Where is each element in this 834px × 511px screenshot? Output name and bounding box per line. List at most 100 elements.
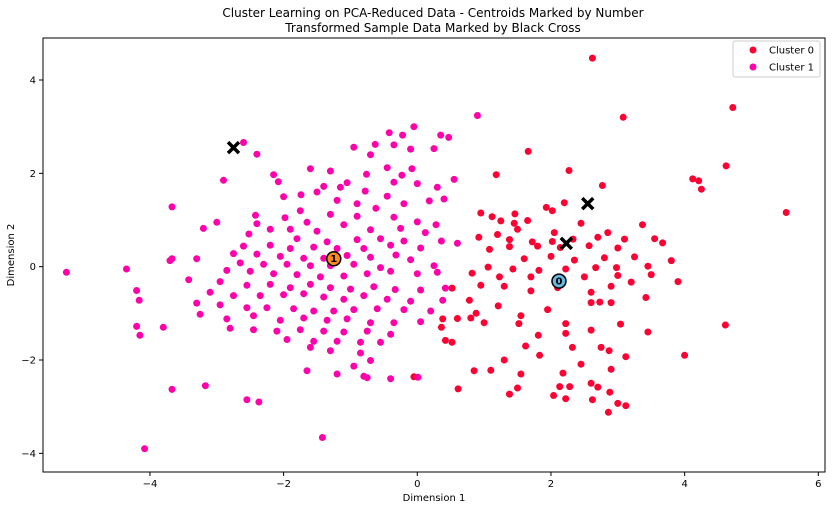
cluster-1-point — [286, 225, 294, 233]
cluster-0-point — [517, 312, 525, 320]
cluster-0-point — [721, 321, 729, 329]
cluster-0-point — [619, 113, 627, 121]
cluster-0-point — [548, 238, 556, 245]
cluster-1-point — [323, 238, 331, 246]
cluster-1-point — [266, 280, 274, 288]
cluster-1-point — [276, 252, 284, 260]
cluster-0-point — [497, 217, 505, 225]
cluster-0-point — [681, 351, 689, 359]
cluster-0-point — [644, 262, 652, 270]
cluster-0-point — [588, 396, 596, 404]
cluster-1-point — [350, 306, 358, 314]
cluster-0-point — [614, 399, 622, 407]
cluster-0-point — [486, 245, 493, 253]
cluster-0-point — [604, 229, 612, 237]
cluster-1-point — [133, 322, 141, 330]
cluster-1-point — [250, 326, 257, 334]
cluster-0-point — [667, 257, 675, 265]
cluster-1-point — [313, 188, 321, 196]
x-tick-label: 2 — [548, 479, 554, 490]
cluster-0-point — [488, 213, 496, 221]
cluster-0-point — [644, 328, 652, 336]
cluster-0-point — [642, 294, 650, 301]
cluster-1-point — [253, 250, 261, 258]
cluster-0-point — [604, 408, 612, 416]
cluster-0-point — [651, 235, 659, 243]
cluster-0-point — [617, 320, 624, 328]
cluster-1-point — [377, 264, 384, 272]
cluster-1-point — [340, 328, 348, 336]
cluster-1-point — [123, 265, 130, 273]
cluster-0-point — [562, 265, 570, 273]
cluster-0-point — [527, 273, 535, 281]
cluster-0-point — [515, 320, 523, 328]
cluster-0-point — [524, 217, 532, 224]
chart-title: Cluster Learning on PCA-Reduced Data - C… — [222, 6, 643, 20]
cluster-0-point — [562, 329, 570, 337]
cluster-0-point — [550, 392, 558, 399]
cluster-1-point — [159, 323, 167, 331]
cluster-1-point — [417, 318, 425, 326]
cluster-1-point — [243, 396, 251, 404]
cluster-1-point — [62, 268, 70, 276]
cluster-1-point — [283, 260, 291, 268]
sample-crosses — [226, 140, 595, 251]
x-tick-label: 6 — [815, 479, 821, 490]
cluster-1-point — [399, 131, 407, 139]
cluster-0-point — [587, 288, 595, 296]
cluster-1-point — [326, 347, 334, 355]
cluster-0-point — [697, 185, 705, 193]
cluster-0-point — [453, 315, 461, 322]
cluster-0-point — [550, 229, 558, 237]
cluster-0-point — [600, 254, 608, 262]
cluster-1-point — [383, 192, 391, 200]
cluster-0-point — [528, 238, 536, 246]
cluster-1-point — [280, 193, 288, 201]
cluster-0-point — [510, 219, 518, 227]
cluster-1-point — [240, 139, 247, 146]
cluster-1-point — [353, 236, 361, 244]
cluster-0-point — [594, 383, 602, 391]
cluster-0-point — [613, 264, 620, 272]
cluster-0-point — [496, 273, 503, 281]
cluster-0-point — [577, 360, 585, 368]
cluster-1-point — [263, 304, 271, 312]
cluster-1-point — [306, 280, 314, 288]
cluster-1-point — [135, 296, 143, 304]
cluster-0-point — [534, 242, 542, 250]
cluster-1-point — [326, 167, 334, 175]
cluster-1-point — [433, 183, 441, 191]
x-tick-label: −2 — [276, 479, 291, 490]
cluster-0-point — [598, 182, 606, 189]
centroid-0-marker — [551, 273, 567, 289]
cluster-1-point — [350, 143, 358, 151]
cluster-1-point — [320, 293, 328, 301]
cluster-0-point — [622, 353, 630, 361]
cluster-1-point — [385, 129, 393, 137]
cluster-0-point — [596, 298, 604, 306]
cluster-1-point — [223, 266, 231, 274]
cluster-1-point — [340, 272, 348, 280]
cluster-1-point — [333, 245, 341, 252]
cluster-1-point — [440, 195, 448, 203]
cluster-0-point — [509, 265, 517, 273]
cluster-1-point — [363, 270, 371, 278]
cluster-1-point — [245, 230, 253, 238]
cluster-1-point — [387, 330, 395, 338]
cluster-0-point — [560, 199, 568, 207]
cluster-0-point — [536, 351, 544, 359]
cluster-1-point — [226, 324, 234, 332]
cluster-1-point — [240, 242, 247, 250]
cluster-1-point — [413, 180, 421, 188]
sample-cross-stroke — [226, 140, 241, 155]
cluster-0-point — [592, 264, 600, 272]
cluster-0-point — [475, 233, 483, 241]
cluster-1-point — [293, 271, 301, 279]
cluster-1-point — [333, 196, 341, 204]
cluster-0-point — [647, 271, 655, 279]
cluster-1-point — [360, 292, 368, 300]
y-axis-label: Dimension 2 — [6, 224, 17, 287]
cluster-1-point — [256, 292, 264, 300]
cluster-1-point — [316, 273, 324, 281]
cluster-1-point — [407, 145, 415, 153]
